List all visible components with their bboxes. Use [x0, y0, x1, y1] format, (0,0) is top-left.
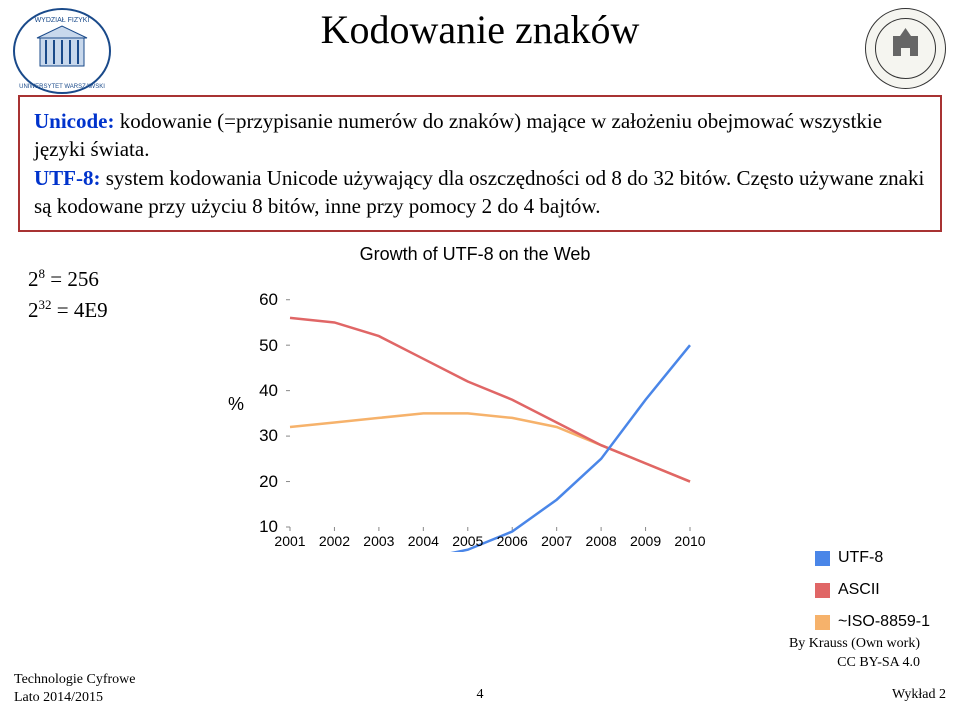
chart-xtick: 2010: [674, 533, 705, 549]
definition-box: Unicode: kodowanie (=przypisanie numerów…: [18, 95, 942, 232]
university-seal-logo: [863, 6, 948, 91]
utf8-keyword: UTF-8:: [34, 166, 101, 190]
chart-ytick: 30: [248, 426, 278, 446]
chart-ylabel: %: [228, 394, 244, 415]
footer-left: Technologie Cyfrowe Lato 2014/2015: [14, 671, 135, 707]
chart-title: Growth of UTF-8 on the Web: [360, 244, 591, 265]
chart-xtick: 2007: [541, 533, 572, 549]
chart-legend: UTF-8 ASCII ~ISO-8859-1: [815, 549, 930, 645]
legend-item: ASCII: [815, 581, 930, 599]
chart-ytick: 20: [248, 472, 278, 492]
formula-line-2: 232 = 4E9: [28, 295, 108, 325]
legend-label: UTF-8: [838, 549, 883, 567]
svg-text:WYDZIAŁ FIZYKI: WYDZIAŁ FIZYKI: [35, 17, 90, 24]
formula-block: 28 = 256 232 = 4E9: [28, 264, 108, 325]
chart-ytick: 40: [248, 381, 278, 401]
chart-xtick: 2009: [630, 533, 661, 549]
physics-dept-logo: WYDZIAŁ FIZYKI UNIWERSYTET WARSZAWSKI: [12, 6, 112, 94]
legend-label: ASCII: [838, 581, 880, 599]
utf8-text: system kodowania Unicode używający dla o…: [34, 166, 924, 218]
page-number: 4: [477, 687, 484, 703]
utf8-definition: UTF-8: system kodowania Unicode używając…: [34, 164, 926, 221]
credit-license: CC BY-SA 4.0: [789, 653, 920, 673]
unicode-definition: Unicode: kodowanie (=przypisanie numerów…: [34, 107, 926, 164]
credit-author: By Krauss (Own work): [789, 634, 920, 654]
utf8-growth-chart: Growth of UTF-8 on the Web % 10203040506…: [210, 244, 740, 584]
lecture-number: Wykład 2: [892, 687, 946, 703]
page-title: Kodowanie znaków: [0, 0, 960, 53]
unicode-text: kodowanie (=przypisanie numerów do znakó…: [34, 109, 882, 161]
chart-xtick: 2008: [586, 533, 617, 549]
legend-swatch: [815, 583, 830, 598]
legend-label: ~ISO-8859-1: [838, 613, 930, 631]
chart-xtick: 2001: [274, 533, 305, 549]
chart-ytick: 50: [248, 336, 278, 356]
legend-item: ~ISO-8859-1: [815, 613, 930, 631]
chart-xtick: 2003: [363, 533, 394, 549]
legend-item: UTF-8: [815, 549, 930, 567]
chart-xtick: 2005: [452, 533, 483, 549]
formula-line-1: 28 = 256: [28, 264, 108, 294]
chart-xtick: 2004: [408, 533, 439, 549]
chart-ytick: 60: [248, 290, 278, 310]
svg-text:UNIWERSYTET WARSZAWSKI: UNIWERSYTET WARSZAWSKI: [19, 84, 105, 90]
chart-xtick: 2006: [497, 533, 528, 549]
chart-xtick: 2002: [319, 533, 350, 549]
legend-swatch: [815, 615, 830, 630]
image-credit: By Krauss (Own work) CC BY-SA 4.0: [789, 634, 920, 673]
chart-plot-svg: [280, 272, 700, 552]
unicode-keyword: Unicode:: [34, 109, 115, 133]
legend-swatch: [815, 551, 830, 566]
